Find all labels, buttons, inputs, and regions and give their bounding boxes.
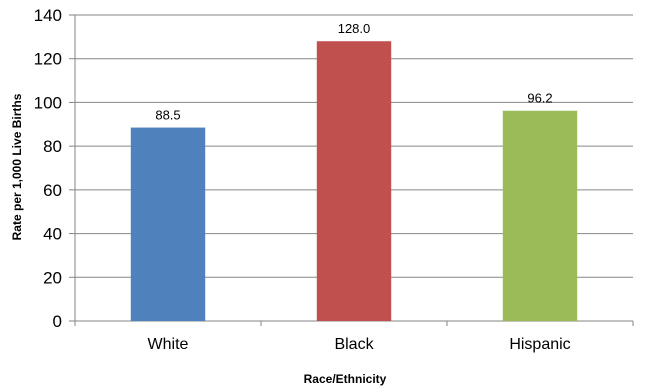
y-tick-label: 140: [34, 6, 62, 25]
y-tick-label: 120: [34, 50, 62, 69]
x-category-label: White: [148, 336, 189, 353]
data-label: 88.5: [155, 108, 180, 123]
y-tick-label: 60: [43, 181, 62, 200]
labels: 0 20 40 60 80 100 120 140 88.5 White 128.0 Black 96.…: [34, 6, 571, 353]
y-tick-label: 100: [34, 93, 62, 112]
y-tick-label: 80: [43, 137, 62, 156]
x-category-label: Black: [334, 336, 374, 353]
data-label: 128.0: [338, 21, 371, 36]
y-tick-label: 20: [43, 268, 62, 287]
bar-hispanic: [502, 110, 578, 321]
y-tick-label: 40: [43, 225, 62, 244]
y-tick-label: 0: [53, 312, 62, 331]
data-label: 96.2: [527, 91, 552, 106]
bar-white: [130, 127, 206, 321]
x-category-label: Hispanic: [509, 336, 570, 353]
y-axis-title: Rate per 1,000 Live Births: [10, 93, 24, 240]
bar-black: [316, 41, 392, 321]
bars: [130, 41, 578, 321]
x-axis-title: Race/Ethnicity: [304, 372, 387, 386]
